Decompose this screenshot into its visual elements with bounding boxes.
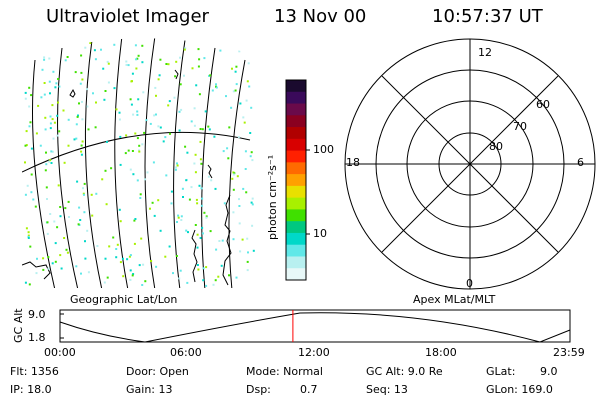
longitude-line xyxy=(144,38,156,288)
mode-status: Mode: Normal xyxy=(246,365,323,378)
longitude-line xyxy=(84,39,103,288)
polar-plot xyxy=(344,38,596,290)
coastline xyxy=(22,261,51,280)
gain-value: Gain: 13 xyxy=(126,383,173,396)
colorbar-cell xyxy=(286,115,306,128)
altitude-curve xyxy=(59,312,571,343)
altitude-ytick-high: 9.0 xyxy=(28,308,46,321)
colorbar-tick-10: 10 xyxy=(313,227,327,240)
colorbar-cell xyxy=(286,268,306,281)
flight-number: Flt: 1356 xyxy=(10,365,59,378)
mlt-label-0: 0 xyxy=(466,277,473,290)
door-status: Door: Open xyxy=(126,365,189,378)
colorbar-cell xyxy=(286,209,306,222)
colorbar-cell xyxy=(286,232,306,246)
coastline xyxy=(69,88,76,98)
altitude-ylabel: GC Alt xyxy=(12,308,25,343)
coastline xyxy=(207,164,213,179)
colorbar-cell xyxy=(286,197,306,210)
polar-diagonal xyxy=(381,75,559,253)
longitude-line xyxy=(173,39,186,288)
mlt-label-12: 12 xyxy=(478,46,492,59)
coastline xyxy=(191,229,198,283)
longitude-line xyxy=(114,38,129,288)
colorbar-cell xyxy=(286,244,306,257)
colorbar-cell xyxy=(286,150,306,163)
latitude-line xyxy=(22,131,251,173)
glat-label: GLat: xyxy=(486,365,516,378)
longitude-line xyxy=(228,59,246,288)
colorbar-cell xyxy=(286,174,306,187)
coastline xyxy=(174,69,179,80)
colorbar-cell xyxy=(286,80,306,93)
time-tick: 00:00 xyxy=(44,346,76,359)
map-caption: Geographic Lat/Lon xyxy=(70,293,178,306)
colorbar-cell xyxy=(286,185,306,199)
mlat-label-60: 60 xyxy=(536,98,550,111)
colorbar xyxy=(285,79,310,281)
emission-speckle xyxy=(24,42,255,287)
mlt-label-18: 18 xyxy=(346,156,360,169)
colorbar-cell xyxy=(286,138,306,152)
colorbar-cell xyxy=(286,91,306,105)
colorbar-cell xyxy=(286,256,306,269)
glat-value: 9.0 xyxy=(540,365,558,378)
geographic-map xyxy=(22,38,255,288)
time-tick: 12:00 xyxy=(298,346,330,359)
altitude-plot xyxy=(59,309,571,343)
longitude-line xyxy=(201,47,216,288)
mlat-label-80: 80 xyxy=(489,140,503,153)
date-label: 13 Nov 00 xyxy=(274,6,367,27)
gc-altitude: GC Alt: 9.0 Re xyxy=(366,365,443,378)
colorbar-tick-100: 100 xyxy=(313,143,334,156)
colorbar-cell xyxy=(286,221,306,234)
sequence-number: Seq: 13 xyxy=(366,383,408,396)
glon-value: GLon: 169.0 xyxy=(486,383,553,396)
longitude-line xyxy=(57,47,79,288)
altitude-ytick-low: 1.8 xyxy=(28,331,46,344)
time-tick: 18:00 xyxy=(425,346,457,359)
dsp-label: Dsp: xyxy=(246,383,271,396)
mlt-label-6: 6 xyxy=(577,156,584,169)
longitude-line xyxy=(32,59,56,288)
coastline xyxy=(222,194,232,286)
colorbar-cell xyxy=(286,103,306,116)
time-tick: 06:00 xyxy=(170,346,202,359)
polar-caption: Apex MLat/MLT xyxy=(413,293,496,306)
time-label: 10:57:37 UT xyxy=(432,6,543,27)
colorbar-label: photon cm⁻²s⁻¹ xyxy=(266,154,279,240)
dsp-value: 0.7 xyxy=(300,383,318,396)
time-tick: 23:59 xyxy=(553,346,585,359)
ip-value: IP: 18.0 xyxy=(10,383,52,396)
colorbar-cell xyxy=(286,162,306,175)
instrument-title: Ultraviolet Imager xyxy=(46,6,209,27)
colorbar-cell xyxy=(286,127,306,140)
mlat-label-70: 70 xyxy=(513,120,527,133)
